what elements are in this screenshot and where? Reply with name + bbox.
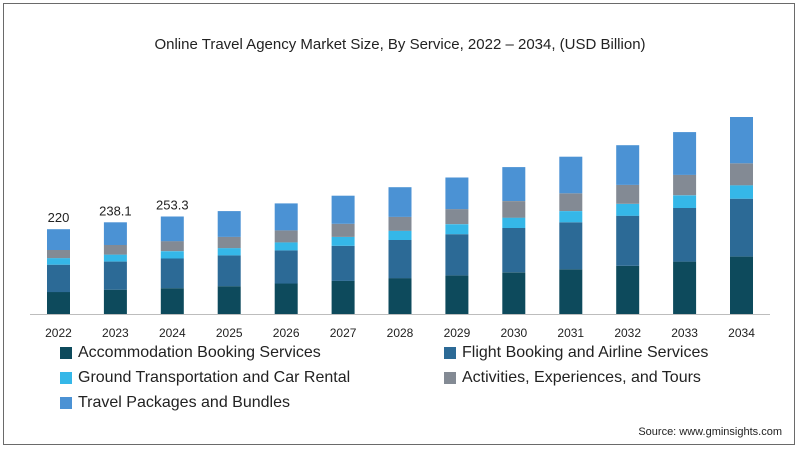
bar-segment-2033-series-3	[673, 195, 697, 208]
bar-segment-2034-series-3	[730, 185, 753, 199]
bar-segment-2032-series-4	[616, 184, 640, 204]
bar-segment-2024-series-4	[160, 241, 184, 252]
x-tick-label: 2031	[557, 326, 584, 340]
source-note: Source: www.gminsights.com	[638, 426, 782, 438]
legend-label: Activities, Experiences, and Tours	[462, 369, 701, 386]
bar-segment-2030-series-1	[502, 272, 526, 314]
total-data-label: 253.3	[156, 198, 189, 213]
bar-segment-2028-series-1	[388, 278, 412, 314]
bar-segment-2027-series-5	[331, 195, 355, 224]
bar-segment-2033-series-4	[673, 174, 697, 196]
legend-item: Activities, Experiences, and Tours	[444, 369, 701, 387]
legend-swatch	[60, 397, 72, 409]
x-tick-label: 2025	[216, 326, 243, 340]
bar-segment-2033-series-1	[673, 261, 697, 314]
legend-swatch	[60, 347, 72, 359]
legend-swatch	[60, 372, 72, 384]
legend-label: Travel Packages and Bundles	[78, 394, 290, 411]
bar-segment-2025-series-1	[217, 286, 241, 314]
bar-segment-2033-series-2	[673, 208, 697, 262]
legend-item: Flight Booking and Airline Services	[444, 344, 708, 362]
bar-segment-2022-series-5	[47, 229, 70, 250]
x-tick-label: 2024	[159, 326, 186, 340]
bar-segment-2029-series-2	[445, 234, 469, 276]
bar-segment-2034-series-2	[730, 198, 753, 257]
bar-segment-2032-series-3	[616, 203, 640, 216]
bar-segment-2028-series-5	[388, 187, 412, 217]
bar-segment-2025-series-4	[217, 236, 241, 249]
total-data-label: 220	[48, 210, 70, 225]
legend-swatch	[444, 372, 456, 384]
legend-label: Ground Transportation and Car Rental	[78, 369, 351, 386]
bar-segment-2034-series-5	[730, 117, 753, 164]
bar-segment-2032-series-5	[616, 145, 640, 185]
bar-segment-2023-series-4	[103, 245, 127, 255]
bar-segment-2034-series-4	[730, 163, 753, 186]
legend-label: Flight Booking and Airline Services	[462, 344, 709, 361]
bar-segment-2031-series-1	[559, 269, 583, 314]
bar-segment-2032-series-1	[616, 265, 640, 314]
x-tick-label: 2028	[387, 326, 414, 340]
bar-segment-2023-series-5	[103, 222, 127, 245]
legend-item: Accommodation Booking Services	[60, 344, 321, 362]
bar-segment-2022-series-4	[47, 250, 70, 259]
bar-segment-2029-series-4	[445, 209, 469, 225]
x-tick-label: 2032	[614, 326, 641, 340]
bar-segment-2024-series-5	[160, 216, 184, 242]
bar-segment-2031-series-5	[559, 156, 583, 194]
bar-segment-2025-series-2	[217, 255, 241, 287]
bar-segment-2023-series-1	[103, 289, 127, 314]
bar-segment-2024-series-3	[160, 251, 184, 259]
bar-segment-2033-series-5	[673, 132, 697, 175]
legend-item: Ground Transportation and Car Rental	[60, 369, 350, 387]
chart-title: Online Travel Agency Market Size, By Ser…	[154, 36, 646, 53]
bar-segment-2026-series-1	[274, 283, 298, 314]
bar-segment-2027-series-2	[331, 245, 355, 281]
x-tick-label: 2026	[273, 326, 300, 340]
bar-segment-2026-series-4	[274, 230, 298, 243]
bar-segment-2029-series-3	[445, 224, 469, 235]
bar-segment-2029-series-5	[445, 177, 469, 210]
bar-segment-2027-series-3	[331, 236, 355, 246]
bar-segment-2030-series-3	[502, 217, 526, 228]
bar-segment-2023-series-3	[103, 254, 127, 262]
bar-segment-2022-series-1	[47, 292, 70, 314]
total-data-label: 238.1	[99, 203, 132, 218]
bar-segment-2030-series-4	[502, 201, 526, 218]
bar-segment-2023-series-2	[103, 261, 127, 290]
bar-segment-2034-series-1	[730, 256, 753, 314]
bar-segment-2030-series-2	[502, 228, 526, 273]
bar-segment-2025-series-5	[217, 211, 241, 237]
bar-segment-2024-series-2	[160, 258, 184, 289]
bar-segment-2032-series-2	[616, 215, 640, 266]
bar-segment-2028-series-2	[388, 240, 412, 279]
bar-segment-2031-series-4	[559, 193, 583, 211]
bar-segment-2022-series-2	[47, 264, 70, 293]
x-tick-label: 2030	[500, 326, 527, 340]
x-tick-label: 2022	[45, 326, 72, 340]
bar-segment-2026-series-3	[274, 242, 298, 251]
legend-swatch	[444, 347, 456, 359]
legend-label: Accommodation Booking Services	[78, 344, 321, 361]
bar-segment-2026-series-2	[274, 250, 298, 284]
bar-segment-2027-series-1	[331, 280, 355, 314]
bar-segment-2028-series-3	[388, 230, 412, 240]
bar-segment-2027-series-4	[331, 223, 355, 237]
bar-segment-2029-series-1	[445, 275, 469, 314]
x-tick-label: 2027	[330, 326, 357, 340]
bar-segment-2025-series-3	[217, 248, 241, 256]
x-tick-label: 2034	[728, 326, 755, 340]
bar-segment-2028-series-4	[388, 216, 412, 231]
x-tick-label: 2033	[671, 326, 698, 340]
bar-segment-2031-series-2	[559, 222, 583, 270]
x-tick-label: 2023	[102, 326, 129, 340]
legend-item: Travel Packages and Bundles	[60, 394, 290, 412]
bar-segment-2024-series-1	[160, 288, 184, 314]
bar-segment-2022-series-3	[47, 258, 70, 265]
x-tick-label: 2029	[444, 326, 471, 340]
bar-segment-2030-series-5	[502, 167, 526, 201]
bar-segment-2026-series-5	[274, 203, 298, 231]
bar-segment-2031-series-3	[559, 211, 583, 223]
